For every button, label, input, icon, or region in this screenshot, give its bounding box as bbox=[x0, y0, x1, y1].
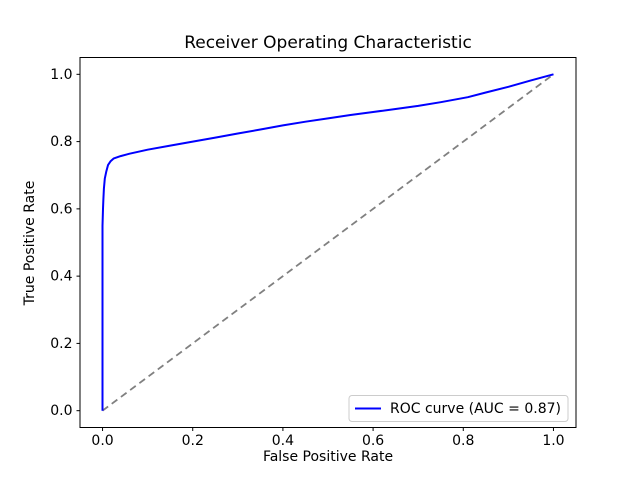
y-tick-label: 0.4 bbox=[50, 269, 72, 285]
x-tick-label: 0.2 bbox=[182, 433, 204, 449]
x-tick-label: 1.0 bbox=[542, 433, 564, 449]
plot-area: 0.0 0.2 0.4 0.6 0.8 1.0 0.0 0.2 0.4 0.6 0.8 1.0 bbox=[50, 57, 577, 449]
y-tick-label: 0.8 bbox=[50, 134, 72, 150]
legend-label: ROC curve (AUC = 0.87) bbox=[390, 401, 561, 417]
roc-curve-line bbox=[101, 73, 554, 411]
y-tick-label: 0.0 bbox=[50, 403, 72, 419]
x-axis-label: False Positive Rate bbox=[263, 449, 393, 465]
y-tick-label: 0.6 bbox=[50, 201, 72, 217]
chance-diagonal-line bbox=[101, 73, 555, 412]
legend-box bbox=[348, 395, 569, 422]
x-tick-label: 0.4 bbox=[272, 433, 294, 449]
chart-title: Receiver Operating Characteristic bbox=[184, 33, 472, 53]
x-tick-label: 0.6 bbox=[362, 433, 384, 449]
legend: ROC curve (AUC = 0.87) bbox=[348, 395, 569, 422]
plot-spines bbox=[79, 57, 577, 428]
x-tick-label: 0.0 bbox=[91, 433, 113, 449]
x-tick-label: 0.8 bbox=[452, 433, 474, 449]
y-axis-label: True Positive Rate bbox=[22, 181, 38, 307]
y-tick-label: 0.2 bbox=[50, 336, 72, 352]
y-tick-label: 1.0 bbox=[50, 67, 72, 83]
